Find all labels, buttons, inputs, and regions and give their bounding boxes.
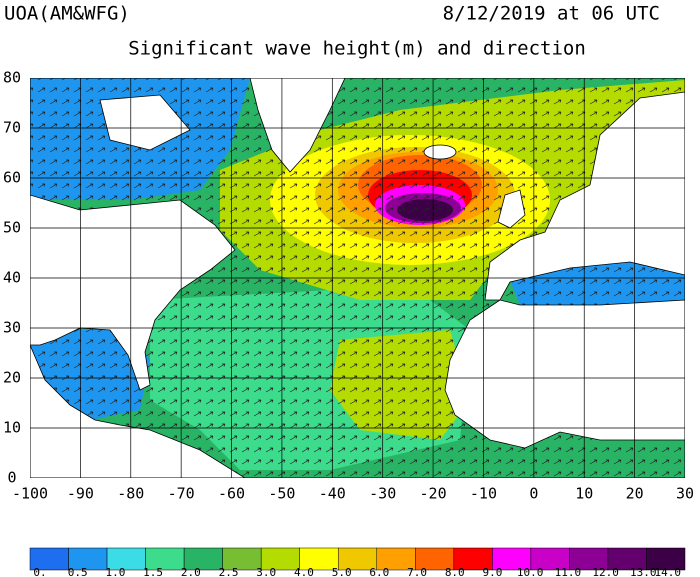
y-tick-label: 60	[3, 169, 21, 187]
land	[249, 78, 346, 173]
colorbar-label: 10.0	[517, 566, 544, 577]
x-tick-label: 0	[529, 485, 538, 503]
x-tick-label: -20	[420, 485, 447, 503]
land	[423, 144, 457, 160]
source: UOA(AM&WFG)	[4, 3, 130, 25]
x-tick-label: -40	[319, 485, 346, 503]
y-tick-label: 80	[3, 69, 21, 87]
land	[484, 91, 685, 301]
colorbar-label: 1.0	[105, 566, 125, 577]
land	[30, 344, 246, 478]
date: 8/12/2019 at 06 UTC	[443, 3, 660, 25]
x-tick-label: -80	[117, 485, 144, 503]
y-tick-label: 10	[3, 419, 21, 437]
title: Significant wave height(m) and direction	[128, 38, 586, 60]
colorbar-label: 14.0	[655, 566, 682, 577]
y-tick-label: 30	[3, 319, 21, 337]
colorbar-label: 6.0	[369, 566, 389, 577]
land	[30, 194, 236, 391]
y-tick-label: 40	[3, 269, 21, 287]
colorbar-label: 2.0	[181, 566, 201, 577]
x-tick-label: 20	[626, 485, 644, 503]
colorbar-label: 2.5	[219, 566, 239, 577]
x-tick-label: -100	[12, 485, 48, 503]
colorbar: 0. 0.5 1.0 1.5 2.0 2.5 3.0 4.0 5.0 6.0 7.0 8.0 9.0 10…	[29, 547, 686, 577]
colorbar-swatch	[646, 547, 686, 571]
colorbar-label: 13.0	[630, 566, 657, 577]
colorbar-label: 12.0	[592, 566, 619, 577]
y-tick-label: 70	[3, 119, 21, 137]
colorbar-label: 8.0	[445, 566, 465, 577]
x-tick-label: -60	[218, 485, 245, 503]
x-tick-label: -50	[268, 485, 295, 503]
y-tick-label: 50	[3, 219, 21, 237]
colorbar-label: 11.0	[555, 566, 582, 577]
land	[444, 299, 685, 449]
grid	[30, 78, 685, 478]
colorbar-label: 5.0	[332, 566, 352, 577]
colorbar-label: 3.0	[256, 566, 276, 577]
colorbar-label: 9.0	[483, 566, 503, 577]
x-tick-label: 30	[676, 485, 694, 503]
colorbar-label: 4.0	[294, 566, 314, 577]
y-tick-label: 0	[7, 469, 16, 487]
x-tick-label: -90	[67, 485, 94, 503]
colorbar-label: 0.5	[68, 566, 88, 577]
land	[497, 189, 526, 229]
x-tick-label: 10	[575, 485, 593, 503]
colorbar-label: 0.	[33, 566, 46, 577]
colorbar-label: 7.0	[407, 566, 427, 577]
map	[30, 78, 685, 478]
x-tick-label: -70	[168, 485, 195, 503]
x-tick-label: -30	[369, 485, 396, 503]
y-tick-label: 20	[3, 369, 21, 387]
land	[99, 94, 191, 151]
x-tick-label: -10	[470, 485, 497, 503]
colorbar-label: 1.5	[143, 566, 163, 577]
